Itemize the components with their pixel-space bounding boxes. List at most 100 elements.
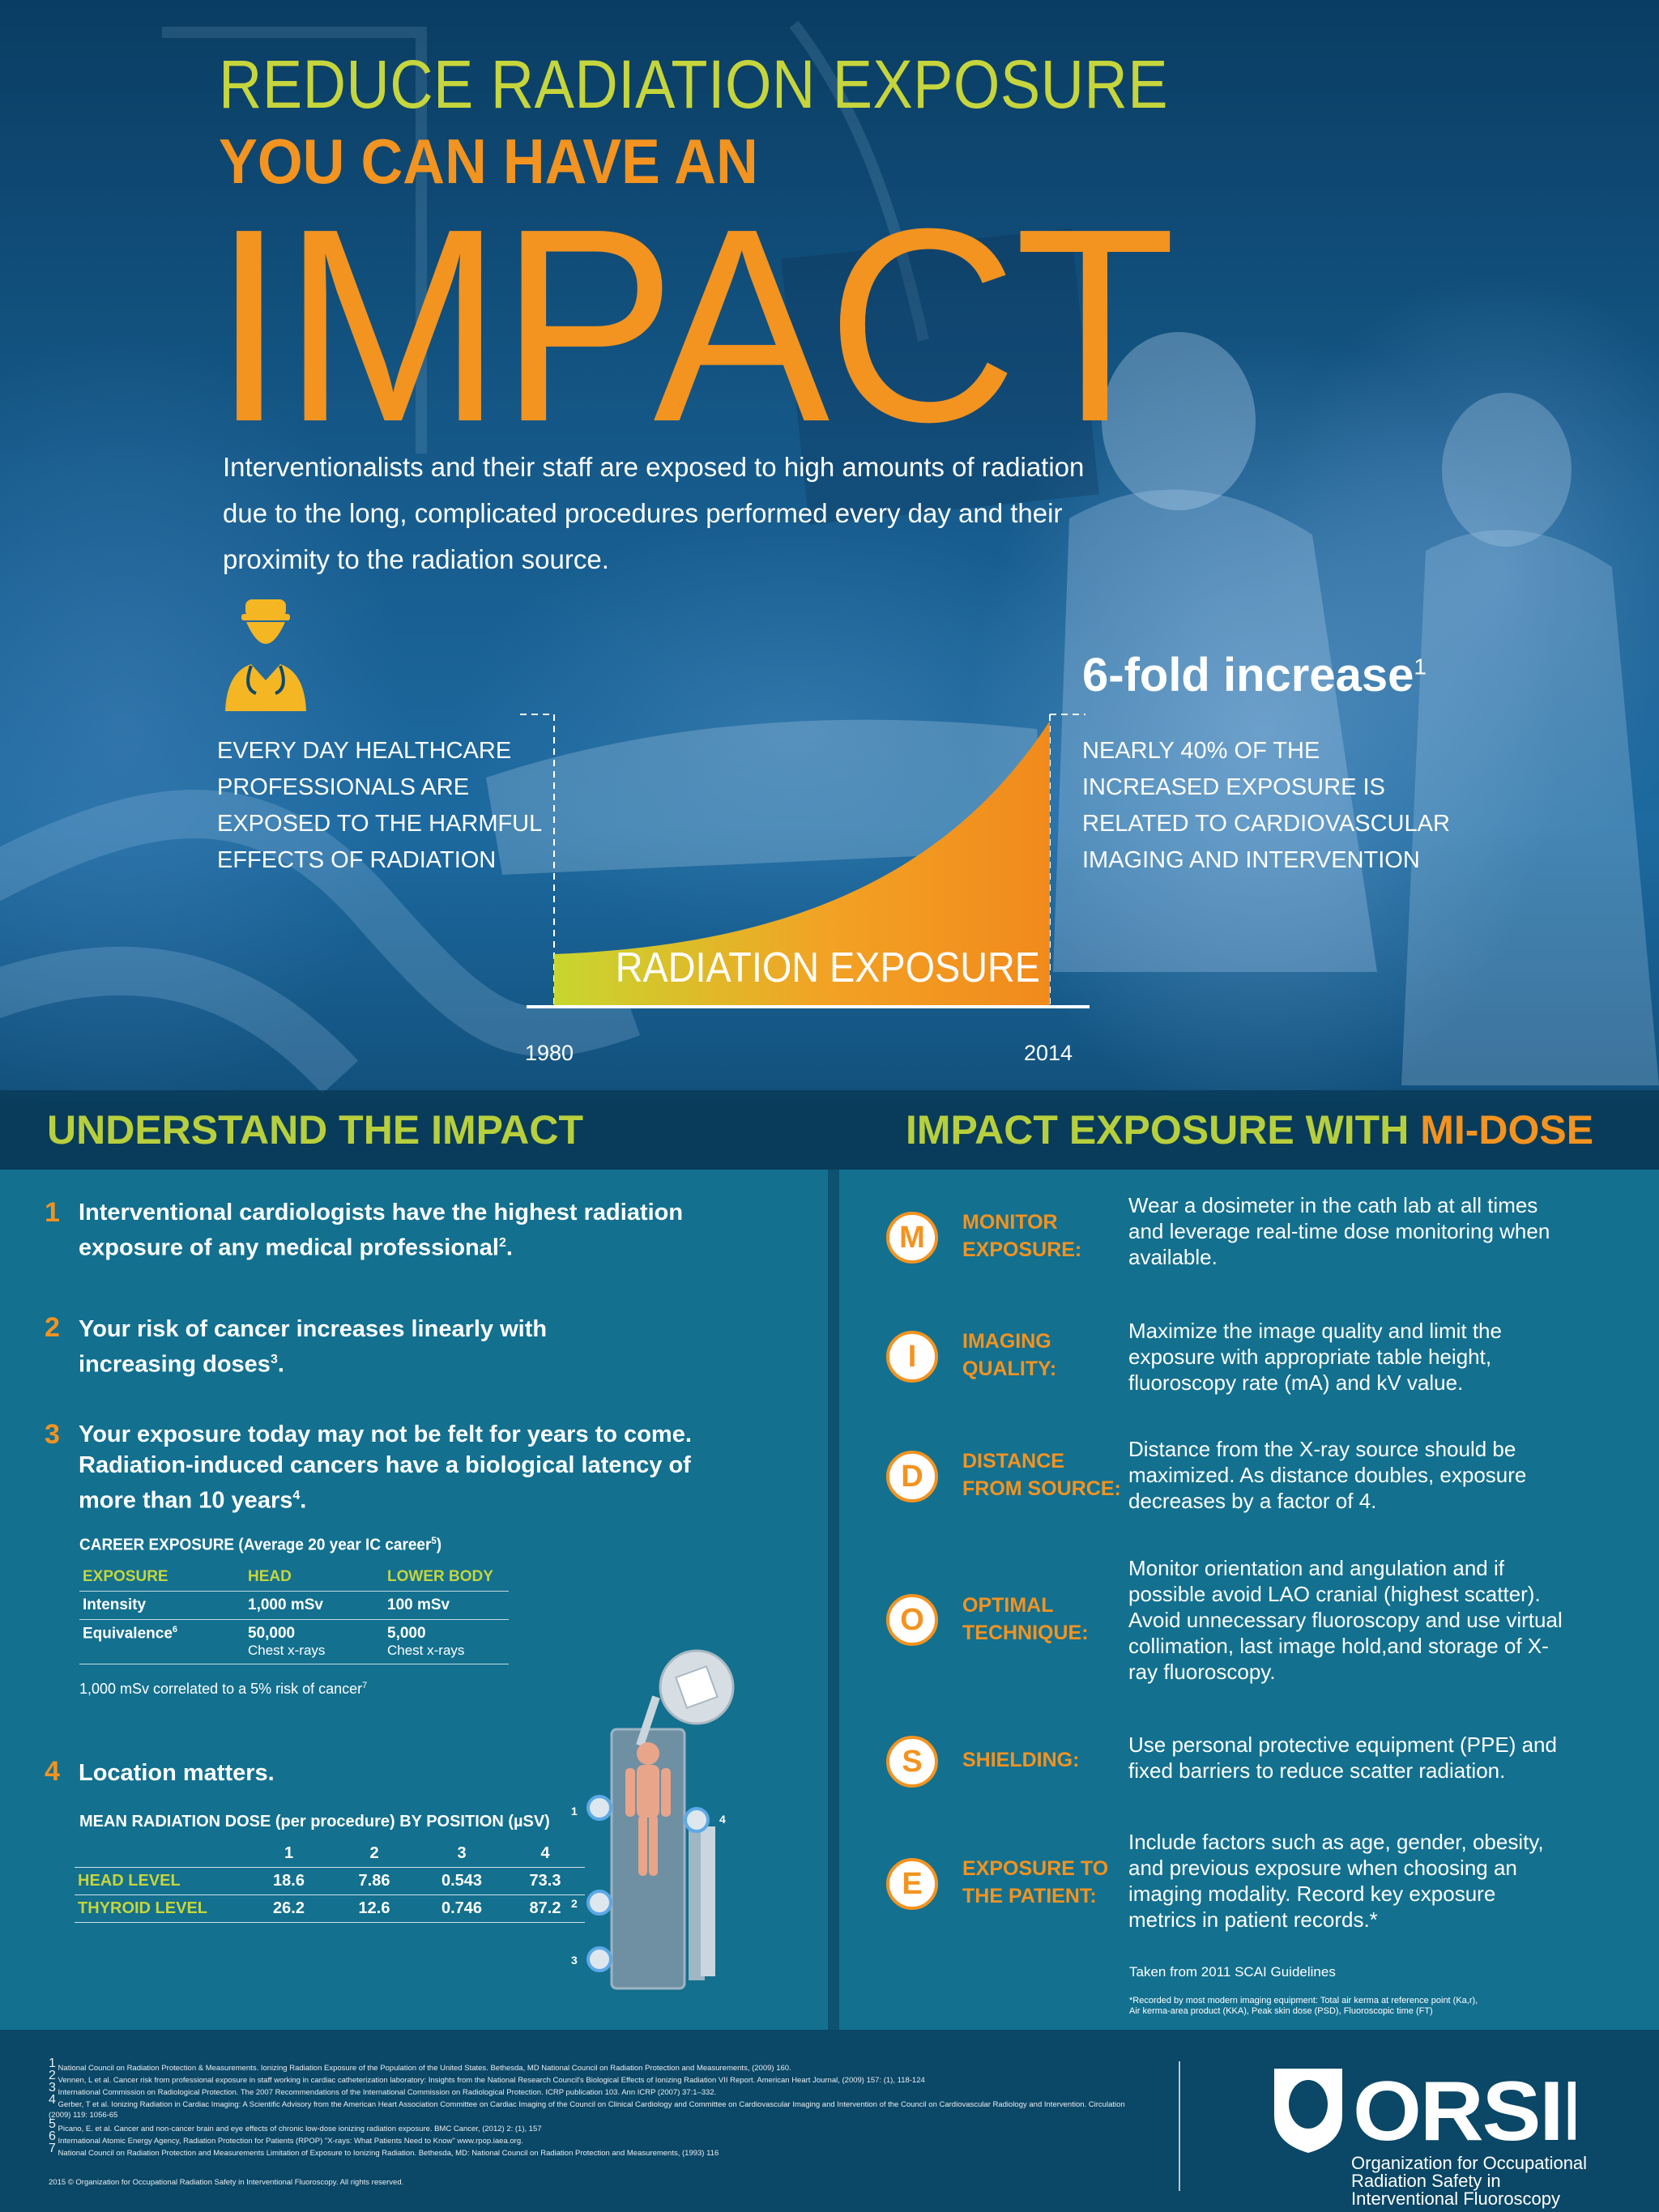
point-3-ref: 4 (292, 1489, 301, 1502)
letter-m-badge: M (886, 1212, 938, 1264)
marker-1: 1 (571, 1805, 578, 1818)
footnote-num: 2 (49, 2069, 56, 2082)
midose-panel (839, 1170, 1659, 2030)
thyroid-level-2: 12.6 (331, 1894, 418, 1923)
shielding-label: SHIELDING: (962, 1749, 1080, 1771)
equivalence-lower-unit: Chest x-rays (387, 1643, 465, 1658)
footnote-num: 5 (49, 2117, 56, 2131)
point-2-ref: 3 (270, 1353, 278, 1366)
footnote-text: National Council on Radiation Protection… (58, 2149, 719, 2159)
label-line-1: DISTANCE (962, 1450, 1064, 1473)
label-line-1: EXPOSURE TO (962, 1857, 1109, 1880)
logo-text: ORSIF (1353, 2065, 1576, 2154)
footnote-text: Gerber, T et al. Ionizing Radiation in C… (49, 2100, 1125, 2120)
thyroid-level-label: THYROID LEVEL (75, 1894, 247, 1923)
footer (0, 2030, 1659, 2212)
point-2-text: Your risk of cancer increases linearly w… (79, 1316, 548, 1378)
label-line-1: IMAGING (962, 1330, 1051, 1353)
headline-you-can: YOU CAN HAVE AN (219, 126, 758, 197)
dose-corner (75, 1840, 247, 1868)
point-2-end: . (277, 1351, 284, 1378)
equivalence-head-unit: Chest x-rays (248, 1643, 326, 1658)
letter-s-badge: S (886, 1736, 938, 1788)
point-1: Interventional cardiologists have the hi… (79, 1197, 727, 1264)
staff-markers (586, 1795, 710, 1972)
point-1-ref: 2 (498, 1236, 506, 1250)
career-title-ref: 5 (431, 1535, 437, 1546)
panel-divider (828, 1170, 839, 2030)
point-3-text: Your exposure today may not be felt for … (79, 1421, 692, 1514)
head-level-4: 73.3 (505, 1867, 585, 1895)
monitor-exposure-text: Wear a dosimeter in the cath lab at all … (1128, 1193, 1550, 1269)
midose-header-bar: IMPACT EXPOSURE WITH MI-DOSE (830, 1090, 1659, 1170)
career-note: 1,000 mSv correlated to a 5% risk of can… (79, 1681, 367, 1698)
mean-dose-table: 1 2 3 4 HEAD LEVEL 18.6 7.86 0.543 73.3 … (75, 1840, 585, 1923)
hero-background-photo (0, 20, 1659, 1094)
footnote-num: 1 (49, 2056, 56, 2070)
shielding-text: Use personal protective equipment (PPE) … (1128, 1733, 1557, 1783)
headline-impact: IMPACT (212, 172, 1176, 479)
mean-dose-title: MEAN RADIATION DOSE (per procedure) BY P… (79, 1813, 550, 1831)
scai-source: Taken from 2011 SCAI Guidelines (1129, 1964, 1336, 1980)
equivalence-head: 50,000 Chest x-rays (245, 1619, 384, 1664)
position-1: 1 (284, 1844, 294, 1862)
point-2: Your risk of cancer increases linearly w… (79, 1314, 597, 1380)
footnote-num: 7 (49, 2142, 56, 2155)
label-line-1: MONITOR (962, 1211, 1058, 1234)
understand-header-bar: UNDERSTAND THE IMPACT (0, 1090, 830, 1170)
footnote-4: 4 Gerber, T et al. Ionizing Radiation in… (49, 2093, 1134, 2120)
point-1-text: Interventional cardiologists have the hi… (79, 1200, 684, 1261)
position-4: 4 (540, 1844, 550, 1862)
marker-2: 2 (571, 1897, 578, 1910)
label-line-1: OPTIMAL (962, 1594, 1054, 1617)
org-line-1: Organization for Occupational (1351, 2153, 1588, 2173)
point-number-4: 4 (45, 1756, 60, 1787)
left-note: EVERY DAY HEALTHCARE PROFESSIONALS ARE E… (217, 738, 542, 873)
letter-i-badge: I (886, 1331, 938, 1383)
recorded-line-1: *Recorded by most modern imaging equipme… (1129, 1996, 1478, 2005)
footnote-num: 4 (49, 2093, 56, 2107)
footnote-text: International Commission on Radiological… (58, 2088, 717, 2098)
midose-heading-main: IMPACT EXPOSURE WITH (906, 1107, 1421, 1153)
recorded-note: *Recorded by most modern imaging equipme… (1129, 1996, 1510, 2017)
exposure-patient-label: EXPOSURE TO THE PATIENT: (962, 1855, 1108, 1910)
exposure-area (554, 721, 1050, 1007)
letter-d-badge: D (886, 1451, 938, 1502)
footnote-3: 3 International Commission on Radiologic… (49, 2082, 1134, 2098)
distance-label: DISTANCE FROM SOURCE: (962, 1447, 1121, 1502)
career-intensity-row: Intensity 1,000 mSv 100 mSv (79, 1591, 509, 1620)
healthcare-worker-icon (225, 599, 306, 711)
footnote-text: Picano, E. et al. Cancer and non-cancer … (58, 2125, 542, 2134)
year-start: 1980 (525, 1041, 574, 1065)
hero-section: REDUCE RADIATION EXPOSURE YOU CAN HAVE A… (0, 0, 1659, 1102)
headline-reduce: REDUCE RADIATION EXPOSURE (219, 46, 1168, 122)
org-line-2: Radiation Safety in (1351, 2171, 1501, 2191)
orsif-logo: ORSIF (1274, 2065, 1576, 2154)
imaging-quality-text: Maximize the image quality and limit the… (1128, 1319, 1502, 1395)
career-title-end: ) (436, 1536, 442, 1554)
footnote-num: 3 (49, 2081, 56, 2095)
position-diagram: 1 4 2 3 (571, 1649, 735, 1990)
six-fold-heading: 6-fold increase1 (1082, 648, 1427, 702)
footer-divider (1179, 2061, 1180, 2191)
label-line-2: FROM SOURCE: (962, 1477, 1121, 1500)
equivalence-ref: 6 (172, 1625, 178, 1634)
radiation-exposure-chart: RADIATION EXPOSURE (518, 714, 1090, 1008)
career-col-lower: LOWER BODY (384, 1563, 509, 1592)
six-fold-ref: 1 (1414, 654, 1427, 680)
head-level-label: HEAD LEVEL (75, 1867, 247, 1895)
optimal-technique-text: Monitor orientation and angulation and i… (1128, 1556, 1563, 1684)
point-1-end: . (505, 1234, 513, 1261)
footnote-7: 7 National Council on Radiation Protecti… (49, 2142, 1134, 2159)
point-number-2: 2 (45, 1312, 60, 1343)
thyroid-level-1: 26.2 (247, 1894, 331, 1923)
copyright: 2015 © Organization for Occupational Rad… (49, 2178, 404, 2187)
six-fold-text: 6-fold increase (1082, 649, 1414, 701)
imaging-quality-label: IMAGING QUALITY: (962, 1328, 1056, 1383)
year-end: 2014 (1024, 1041, 1073, 1065)
footnote-6: 6 International Atomic Energy Agency, Ra… (49, 2130, 1134, 2146)
footnote-text: Vennen, L et al. Cancer risk from profes… (58, 2076, 925, 2086)
equivalence-label-text: Equivalence (83, 1625, 173, 1643)
midose-heading: IMPACT EXPOSURE WITH MI-DOSE (906, 1106, 1593, 1153)
